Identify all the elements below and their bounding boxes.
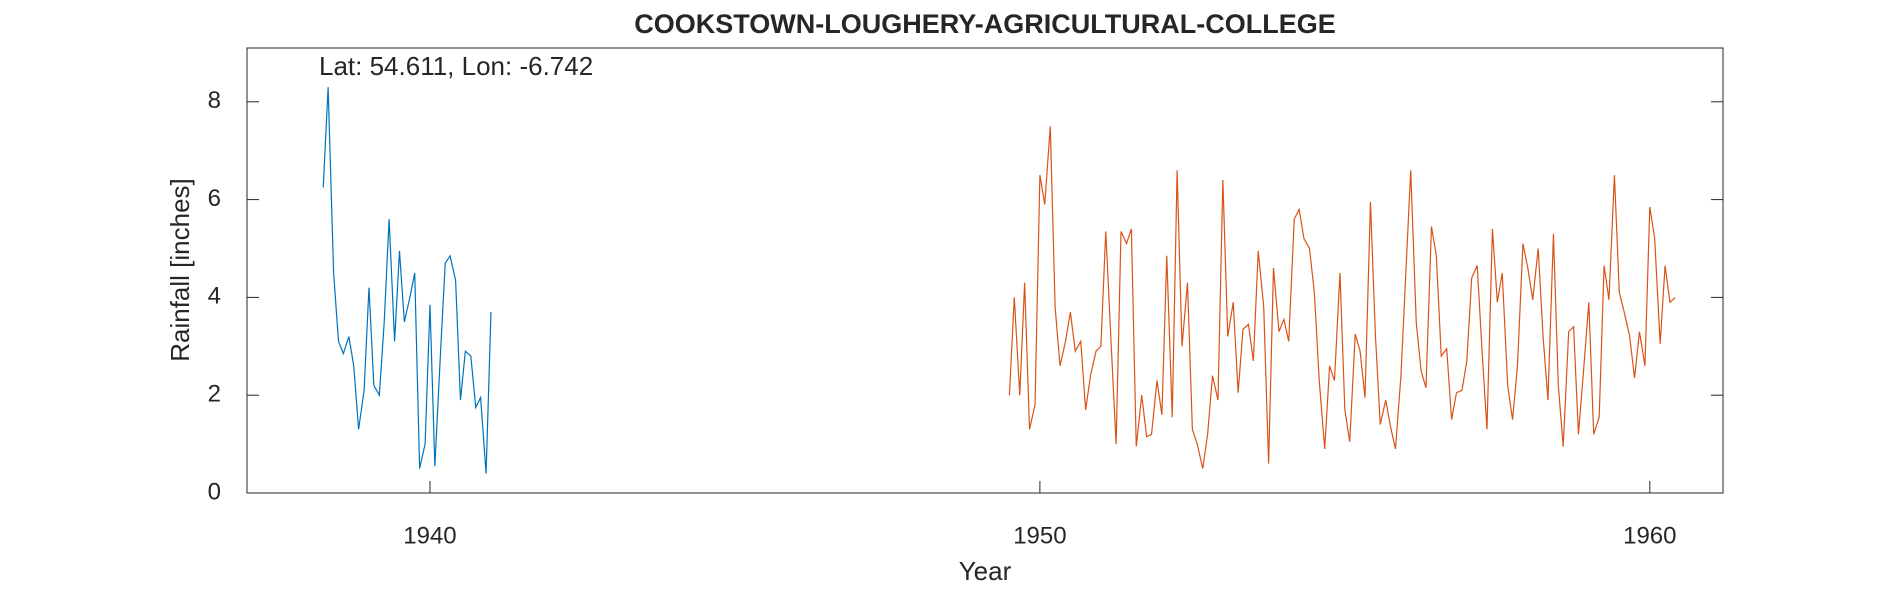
x-tick-label: 1960 (1623, 522, 1676, 549)
x-tick-label: 1940 (403, 522, 456, 549)
annotation: Lat: 54.611, Lon: -6.742 (319, 51, 593, 81)
x-axis-label: Year (959, 556, 1012, 586)
y-tick-label: 4 (208, 283, 221, 310)
y-axis-label: Rainfall [inches] (165, 178, 195, 362)
chart-title: COOKSTOWN-LOUGHERY-AGRICULTURAL-COLLEGE (634, 9, 1335, 39)
series-line (322, 87, 492, 474)
x-tick-label: 1950 (1013, 522, 1066, 549)
y-tick-label: 8 (208, 87, 221, 114)
y-tick-label: 0 (208, 478, 221, 505)
y-tick-label: 6 (208, 185, 221, 212)
axes-box (246, 47, 1724, 494)
series-line (1008, 126, 1676, 469)
y-tick-label: 2 (208, 381, 221, 408)
